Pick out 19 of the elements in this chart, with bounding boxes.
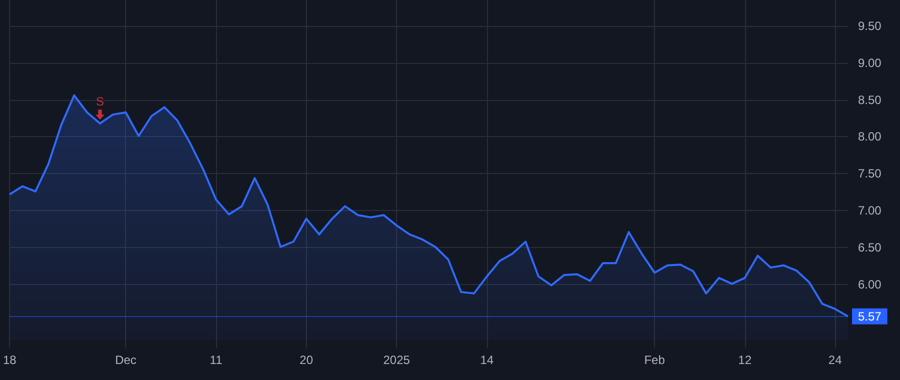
y-tick-label: 7.00 [858, 204, 882, 218]
x-tick-label: 20 [300, 353, 314, 367]
y-tick-label: 8.50 [858, 92, 882, 107]
y-tick-label: 6.50 [858, 240, 882, 255]
ref-line-label: 5.57 [858, 309, 882, 324]
x-tick-label: 14 [480, 353, 494, 367]
y-tick-label: 8.00 [858, 130, 882, 144]
x-tick-label: 18 [2, 353, 17, 367]
y-tick-label: 6.00 [858, 278, 882, 292]
x-tick-label: 12 [738, 353, 752, 367]
y-tick-label: 7.50 [858, 166, 882, 181]
x-tick-label: 11 [210, 353, 223, 367]
x-tick-label: Feb [644, 353, 666, 367]
x-tick-label: Dec [115, 353, 136, 367]
x-tick-label: 2025 [383, 353, 410, 367]
y-tick-label: 9.00 [858, 56, 882, 70]
y-tick-label: 9.50 [858, 18, 882, 33]
x-tick-label: 24 [828, 353, 842, 367]
annotation: S [96, 94, 104, 109]
